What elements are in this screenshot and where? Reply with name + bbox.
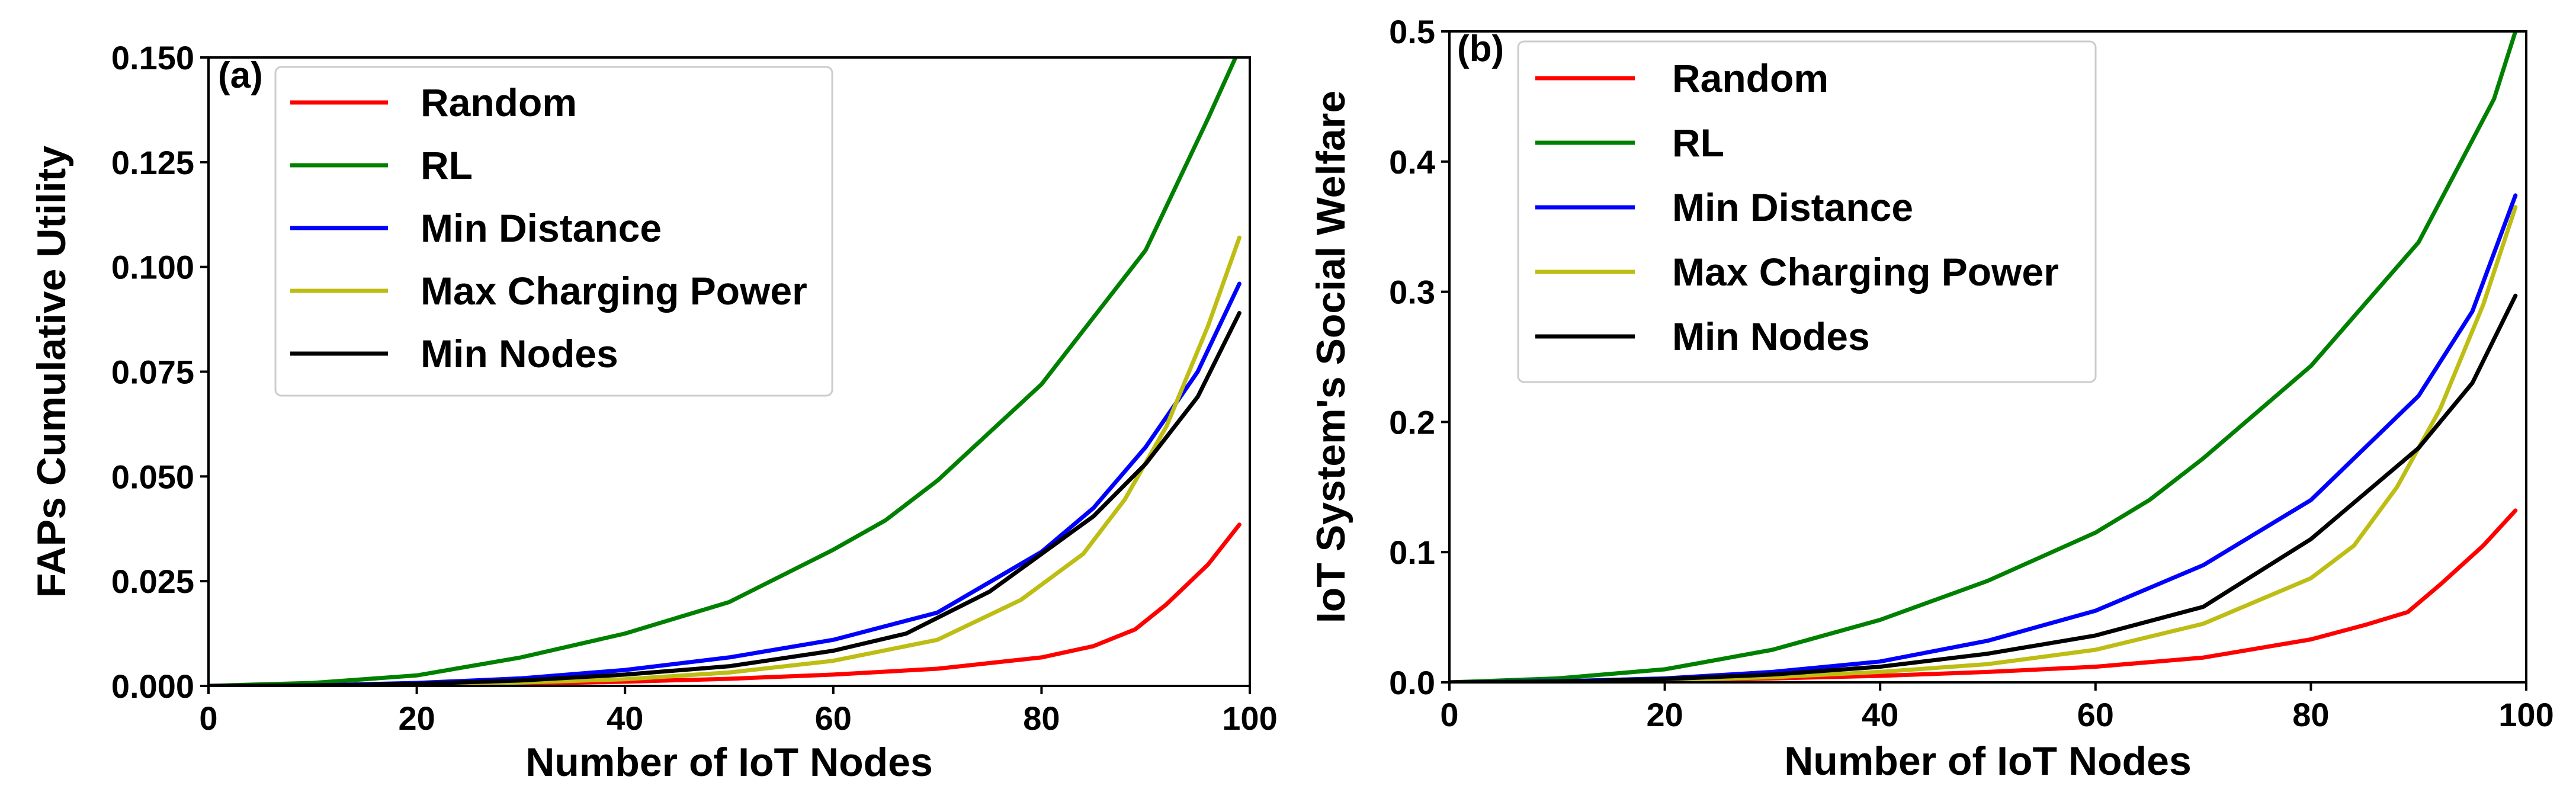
y-tick-label: 0.3 [1389, 274, 1435, 311]
x-tick-label: 60 [2077, 696, 2114, 733]
legend-box [1517, 40, 2097, 383]
legend-label: Max Charging Power [1672, 250, 2059, 294]
series-line-random [1449, 508, 2518, 682]
x-tick-label: 100 [1222, 700, 1277, 737]
x-axis-title: Number of IoT Nodes [525, 740, 933, 785]
legend-box [274, 66, 833, 397]
x-tick-label: 40 [1862, 696, 1898, 733]
y-tick-label: 0.075 [111, 354, 194, 391]
y-tick-label: 0.000 [111, 668, 194, 705]
series-line-rl [1449, 31, 2518, 682]
x-tick-label: 0 [1440, 696, 1458, 733]
series-line-rl [208, 57, 1238, 686]
x-tick-label: 80 [1023, 700, 1060, 737]
legend-label: Random [1672, 56, 1828, 100]
panel-label: (b) [1457, 28, 1504, 69]
y-tick-label: 0.4 [1389, 143, 1435, 181]
legend-label: Max Charging Power [421, 269, 807, 313]
legend-label: Min Distance [1672, 185, 1913, 229]
x-tick-label: 100 [2498, 696, 2553, 733]
y-tick-label: 0.050 [111, 458, 194, 495]
panel-label: (a) [218, 55, 263, 96]
legend-label: Min Distance [421, 206, 662, 250]
legend-label: Min Nodes [421, 332, 618, 376]
x-axis-title: Number of IoT Nodes [1784, 739, 2192, 784]
legend-label: Random [421, 81, 577, 124]
plot-frame [1448, 30, 2527, 684]
y-tick-label: 0.5 [1389, 13, 1435, 50]
panel-b: 0 20 40 60 80 100 0.0 0.1 0.2 0.3 0.4 0.5 Number of … [1308, 13, 2554, 784]
y-tick-label: 0.1 [1389, 534, 1435, 571]
x-tick-label: 0 [199, 700, 217, 737]
series-line-min-nodes [1449, 293, 2518, 682]
x-tick-label: 20 [398, 700, 435, 737]
legend-label: RL [1672, 121, 1724, 165]
x-tick-label: 80 [2292, 696, 2329, 733]
y-tick-label: 0.025 [111, 563, 194, 600]
legend-label: Min Nodes [1672, 315, 1870, 358]
y-axis-title: FAPs Cumulative Utility [29, 146, 74, 598]
x-tick-label: 20 [1646, 696, 1683, 733]
series-line-min-nodes [208, 311, 1242, 686]
y-tick-label: 0.2 [1389, 403, 1435, 441]
y-tick-label: 0.100 [111, 249, 194, 286]
panel-a: 0 20 40 60 80 100 0.000 0.025 0.050 0.075 0.100 0.1… [29, 39, 1278, 785]
y-tick-label: 0.125 [111, 144, 194, 181]
y-tick-label: 0.150 [111, 39, 194, 76]
x-tick-label: 40 [607, 700, 643, 737]
legend-label: RL [421, 143, 473, 187]
y-tick-label: 0.0 [1389, 664, 1435, 701]
y-axis-title: IoT System's Social Welfare [1308, 91, 1353, 623]
x-tick-label: 60 [815, 700, 852, 737]
